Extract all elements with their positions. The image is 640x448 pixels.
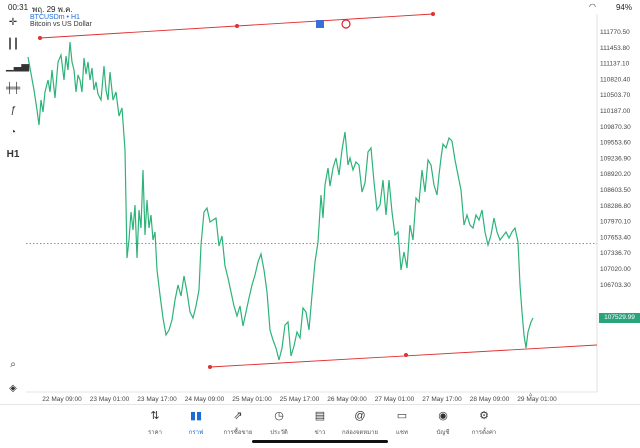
- shapes-icon[interactable]: ◔: [9, 127, 17, 138]
- x-tick-label: 26 May 09:00: [327, 396, 367, 403]
- x-tick-label: 22 May 09:00: [42, 396, 82, 403]
- scroll-end-icon[interactable]: ▵: [529, 391, 533, 398]
- magnifier-icon[interactable]: ⌕: [10, 359, 16, 370]
- current-price-tag: 107529.99: [599, 313, 640, 323]
- nav-quotes-icon: ⇅: [150, 410, 160, 422]
- nav-trade-label: การซื้อขาย: [223, 430, 253, 436]
- status-bar: 00:31 พฤ. 29 พ.ค. ◠ 94%: [0, 0, 640, 14]
- nav-chart[interactable]: ▮▮ กราฟ: [176, 409, 216, 437]
- lower-trendline[interactable]: [209, 344, 598, 368]
- nav-account-icon: ◉: [438, 410, 448, 422]
- nav-mailbox-icon: @: [354, 410, 366, 422]
- y-tick-label: 111770.50: [600, 29, 630, 36]
- nav-history-label: ประวัติ: [270, 430, 288, 436]
- nav-chat[interactable]: ▭ แชท: [382, 409, 422, 437]
- symbol-title: BTCUSDm • H1 Bitcoin vs US Dollar: [30, 14, 92, 28]
- status-date: พฤ. 29 พ.ค.: [32, 5, 73, 14]
- bottom-nav: ⇅ ราคา ▮▮ กราฟ ⇗ การซื้อขาย ◷ ประวัติ ▤ ข่าว @ กล่อ…: [0, 404, 640, 448]
- y-tick-label: 107653.40: [600, 234, 631, 241]
- y-tick-label: 108603.50: [600, 187, 631, 194]
- timeframe-button[interactable]: H1: [6, 149, 20, 160]
- y-tick-label: 110503.70: [600, 92, 631, 99]
- x-tick-label: 24 May 09:00: [185, 396, 225, 403]
- symbol-name: BTCUSDm • H1: [30, 14, 80, 21]
- wifi-icon: ◠: [589, 2, 596, 11]
- nav-trade-icon: ⇗: [233, 410, 243, 422]
- nav-quotes[interactable]: ⇅ ราคา: [135, 409, 175, 437]
- nav-news-label: ข่าว: [314, 430, 326, 436]
- x-tick-label: 29 May 01:00: [517, 396, 557, 403]
- y-tick-label: 108920.20: [600, 171, 631, 178]
- nav-history[interactable]: ◷ ประวัติ: [259, 409, 299, 437]
- chart-area[interactable]: 111770.50 111453.80 111137.10 110820.40 1105…: [0, 0, 640, 410]
- y-tick-label: 108286.80: [600, 203, 631, 210]
- y-tick-label: 107336.70: [600, 250, 631, 257]
- left-toolbar: ✛ ┃┃ ▁▃▅ ╪╪ ƒ ◔ H1 ⌕ ◈: [0, 14, 30, 394]
- event-marker-icon[interactable]: [316, 20, 324, 28]
- y-tick-label: 107020.00: [600, 266, 631, 273]
- x-tick-label: 27 May 01:00: [375, 396, 415, 403]
- status-time: 00:31: [8, 3, 29, 12]
- price-line: [27, 41, 534, 361]
- y-tick-label: 111137.10: [600, 61, 630, 68]
- nav-history-icon: ◷: [274, 410, 284, 422]
- nav-mailbox-label: กล่องจดหมาย: [341, 430, 379, 436]
- nav-settings-icon: ⚙: [479, 410, 489, 422]
- x-tick-label: 25 May 17:00: [280, 396, 320, 403]
- nav-chat-label: แชท: [396, 430, 408, 436]
- x-tick-label: 25 May 01:00: [232, 396, 272, 403]
- nav-chart-label: กราฟ: [188, 430, 204, 436]
- trendline-handle[interactable]: [38, 36, 42, 40]
- objects-icon[interactable]: ╪╪: [6, 83, 21, 94]
- x-tick-label: 28 May 09:00: [470, 396, 510, 403]
- trendline-handle[interactable]: [404, 353, 408, 357]
- function-icon[interactable]: ƒ: [10, 105, 16, 116]
- nav-news-icon: ▤: [314, 410, 326, 422]
- y-tick-label: 106703.30: [600, 282, 631, 289]
- y-tick-label: 111453.80: [600, 45, 630, 52]
- nav-chat-icon: ▭: [396, 410, 408, 422]
- trendline-handle[interactable]: [235, 24, 239, 28]
- nav-account-label: บัญชี: [436, 430, 450, 436]
- y-tick-label: 110187.00: [600, 108, 631, 115]
- broker-logo-icon[interactable]: ◈: [9, 383, 17, 394]
- price-chart[interactable]: 111770.50 111453.80 111137.10 110820.40 1105…: [0, 0, 640, 410]
- nav-trade[interactable]: ⇗ การซื้อขาย: [218, 409, 258, 437]
- x-tick-label: 27 May 17:00: [422, 396, 462, 403]
- trendline-handle[interactable]: [431, 12, 435, 16]
- event-marker-icon[interactable]: [341, 19, 351, 29]
- x-tick-label: 23 May 17:00: [137, 396, 177, 403]
- indicators-icon[interactable]: ▁▃▅: [6, 61, 30, 72]
- nav-settings[interactable]: ⚙ การตั้งค่า: [464, 409, 504, 437]
- candles-icon[interactable]: ┃┃: [6, 39, 20, 50]
- y-tick-label: 109236.90: [600, 155, 631, 162]
- trendline-handle[interactable]: [208, 365, 212, 369]
- nav-quotes-label: ราคา: [148, 430, 162, 436]
- nav-chart-icon: ▮▮: [189, 410, 203, 422]
- y-tick-label: 110820.40: [600, 76, 631, 83]
- y-tick-label: 109553.60: [600, 140, 631, 147]
- y-tick-label: 109870.30: [600, 124, 631, 131]
- crosshair-icon[interactable]: ✛: [8, 17, 18, 28]
- nav-news[interactable]: ▤ ข่าว: [300, 409, 340, 437]
- home-indicator: [252, 440, 388, 443]
- nav-mailbox[interactable]: @ กล่องจดหมาย: [340, 409, 380, 437]
- nav-settings-label: การตั้งค่า: [471, 430, 497, 436]
- nav-account[interactable]: ◉ บัญชี: [423, 409, 463, 437]
- x-tick-label: 23 May 01:00: [90, 396, 130, 403]
- battery-indicator: 94%: [615, 3, 632, 12]
- y-tick-label: 107970.10: [600, 219, 631, 226]
- symbol-description: Bitcoin vs US Dollar: [30, 21, 92, 28]
